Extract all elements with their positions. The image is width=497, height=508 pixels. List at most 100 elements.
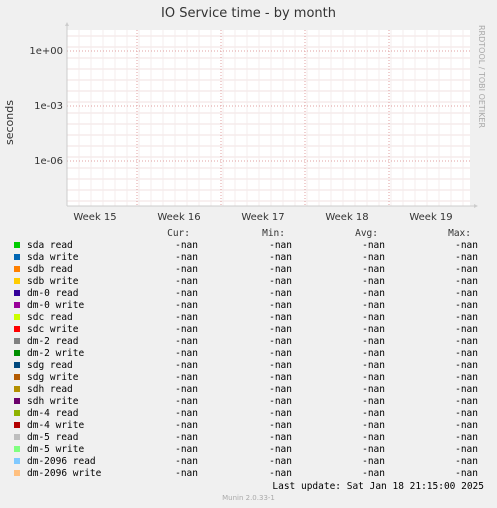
- legend-row: sdg read -nan -nan -nan -nan: [0, 360, 497, 372]
- legend-value-avg: -nan: [362, 408, 385, 419]
- legend-value-avg: -nan: [362, 396, 385, 407]
- legend-value-cur: -nan: [175, 360, 198, 371]
- legend-row: sdh write -nan -nan -nan -nan: [0, 396, 497, 408]
- legend-row: sdh read -nan -nan -nan -nan: [0, 384, 497, 396]
- legend-value-max: -nan: [455, 468, 478, 479]
- legend-value-cur: -nan: [175, 252, 198, 263]
- legend-value-max: -nan: [455, 456, 478, 467]
- plot-area: 1e+00 1e-03 1e-06 Week 15 Week 16 Week 17 Week…: [29, 22, 478, 223]
- legend-swatch: [14, 422, 20, 428]
- legend-value-min: -nan: [269, 264, 292, 275]
- legend-value-min: -nan: [269, 240, 292, 251]
- legend-swatch: [14, 374, 20, 380]
- legend-value-cur: -nan: [175, 288, 198, 299]
- legend-value-avg: -nan: [362, 264, 385, 275]
- legend-swatch: [14, 290, 20, 296]
- legend-value-cur: -nan: [175, 276, 198, 287]
- legend-swatch: [14, 458, 20, 464]
- legend-value-cur: -nan: [175, 468, 198, 479]
- legend-label: sdg write: [27, 372, 79, 383]
- legend-label: sdh write: [27, 396, 79, 407]
- legend-value-avg: -nan: [362, 336, 385, 347]
- legend-value-avg: -nan: [362, 432, 385, 443]
- legend-value-cur: -nan: [175, 456, 198, 467]
- legend-header-min: Min:: [262, 228, 285, 239]
- legend-swatch: [14, 434, 20, 440]
- legend-label: dm-2096 read: [27, 456, 96, 467]
- legend-value-max: -nan: [455, 396, 478, 407]
- legend-value-max: -nan: [455, 240, 478, 251]
- legend-value-max: -nan: [455, 288, 478, 299]
- legend-value-cur: -nan: [175, 384, 198, 395]
- legend-value-min: -nan: [269, 372, 292, 383]
- legend-value-cur: -nan: [175, 432, 198, 443]
- legend-value-avg: -nan: [362, 252, 385, 263]
- legend-header-avg: Avg:: [355, 228, 378, 239]
- legend-value-min: -nan: [269, 396, 292, 407]
- legend-value-cur: -nan: [175, 300, 198, 311]
- legend-value-min: -nan: [269, 360, 292, 371]
- legend-row: dm-5 write -nan -nan -nan -nan: [0, 444, 497, 456]
- legend-value-avg: -nan: [362, 348, 385, 359]
- legend-row: dm-0 read -nan -nan -nan -nan: [0, 288, 497, 300]
- legend-value-max: -nan: [455, 420, 478, 431]
- legend-value-cur: -nan: [175, 336, 198, 347]
- legend-swatch: [14, 470, 20, 476]
- x-axis-arrow: [474, 204, 478, 208]
- legend-swatch: [14, 278, 20, 284]
- legend-swatch: [14, 266, 20, 272]
- legend-label: sda read: [27, 240, 73, 251]
- legend-value-avg: -nan: [362, 324, 385, 335]
- last-update: Last update: Sat Jan 18 21:15:00 2025: [272, 481, 484, 492]
- x-tick-label: Week 17: [241, 212, 284, 223]
- legend-value-min: -nan: [269, 384, 292, 395]
- legend-value-avg: -nan: [362, 456, 385, 467]
- legend-row: dm-2 write -nan -nan -nan -nan: [0, 348, 497, 360]
- y-axis-arrow: [65, 22, 69, 26]
- legend-label: sdc read: [27, 312, 73, 323]
- x-tick-label: Week 16: [157, 212, 200, 223]
- legend-value-min: -nan: [269, 468, 292, 479]
- legend-swatch: [14, 362, 20, 368]
- legend-row: dm-5 read -nan -nan -nan -nan: [0, 432, 497, 444]
- legend-swatch: [14, 242, 20, 248]
- legend-row: sdg write -nan -nan -nan -nan: [0, 372, 497, 384]
- legend-label: dm-0 write: [27, 300, 85, 311]
- legend-swatch: [14, 314, 20, 320]
- legend-row: dm-2096 write -nan -nan -nan -nan: [0, 468, 497, 480]
- legend-value-max: -nan: [455, 276, 478, 287]
- x-tick-label: Week 15: [73, 212, 116, 223]
- legend-label: sdb read: [27, 264, 73, 275]
- legend-row: sdc read -nan -nan -nan -nan: [0, 312, 497, 324]
- legend-value-avg: -nan: [362, 360, 385, 371]
- legend-label: sda write: [27, 252, 79, 263]
- legend-label: dm-2 write: [27, 348, 85, 359]
- legend-value-min: -nan: [269, 276, 292, 287]
- legend-value-max: -nan: [455, 360, 478, 371]
- legend-value-avg: -nan: [362, 276, 385, 287]
- munin-version: Munin 2.0.33-1: [222, 494, 275, 502]
- legend-value-min: -nan: [269, 348, 292, 359]
- x-tick-label: Week 19: [409, 212, 452, 223]
- legend-value-max: -nan: [455, 312, 478, 323]
- legend-value-max: -nan: [455, 444, 478, 455]
- legend-swatch: [14, 386, 20, 392]
- x-tick-label: Week 18: [325, 212, 368, 223]
- legend-row: sda read -nan -nan -nan -nan: [0, 240, 497, 252]
- legend-value-min: -nan: [269, 444, 292, 455]
- legend-header-max: Max:: [448, 228, 471, 239]
- legend-label: dm-5 write: [27, 444, 85, 455]
- legend-label: dm-0 read: [27, 288, 79, 299]
- legend-label: sdh read: [27, 384, 73, 395]
- legend-value-cur: -nan: [175, 444, 198, 455]
- legend-value-max: -nan: [455, 372, 478, 383]
- legend-value-avg: -nan: [362, 444, 385, 455]
- legend-value-min: -nan: [269, 408, 292, 419]
- legend-value-cur: -nan: [175, 372, 198, 383]
- legend-label: dm-2096 write: [27, 468, 102, 479]
- y-tick-label: 1e+00: [29, 46, 63, 57]
- legend-label: sdc write: [27, 324, 79, 335]
- y-tick-label: 1e-03: [34, 101, 63, 112]
- legend-label: dm-4 write: [27, 420, 85, 431]
- legend-value-min: -nan: [269, 312, 292, 323]
